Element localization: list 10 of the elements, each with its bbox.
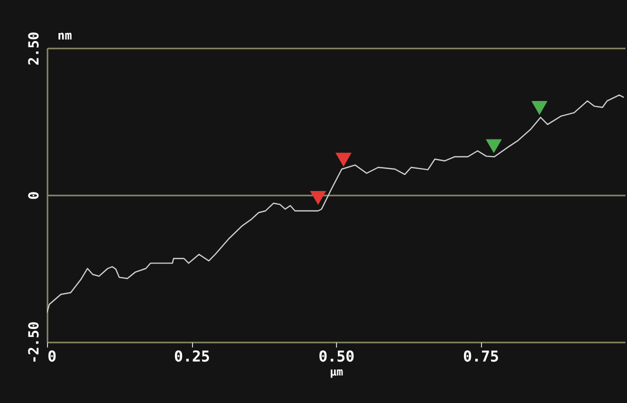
x-tick-label: 0.50 (318, 348, 355, 366)
y-tick-label: -2.50 (26, 321, 42, 364)
x-axis-title: µm (330, 366, 344, 378)
y-axis-title: nm (58, 28, 72, 42)
x-tick-label: 0 (48, 348, 57, 366)
x-tick-label: 0.75 (462, 348, 500, 366)
x-tick-label: 0.25 (174, 348, 210, 366)
y-tick-label: 2.50 (26, 32, 42, 66)
line-series (47, 94, 624, 314)
y-tick-label: 0 (26, 191, 42, 200)
